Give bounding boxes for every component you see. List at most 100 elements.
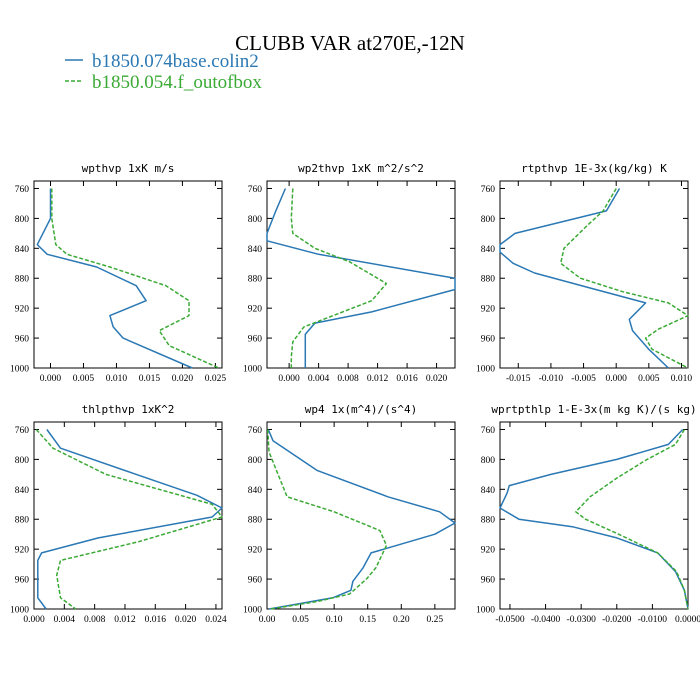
x-tick-label: 0.010: [671, 374, 693, 384]
legend-label-0: b1850.074base.colin2: [92, 51, 259, 72]
x-tick-label: 0.25: [427, 615, 444, 625]
series-line-1: [266, 188, 456, 368]
panel-title: rtpthvp 1E-3x(kg/kg) K: [521, 162, 667, 175]
y-tick-label: 920: [15, 305, 30, 315]
y-tick-label: 840: [481, 245, 496, 255]
x-tick-label: -0.0200: [602, 615, 632, 625]
series-line-1: [499, 428, 689, 610]
y-tick-label: 1000: [476, 365, 495, 375]
plot-frame: [266, 421, 456, 610]
y-tick-label: 800: [248, 456, 263, 466]
y-tick-label: 840: [15, 245, 30, 255]
plot-frame: [499, 180, 689, 369]
x-tick-label: 0.000: [278, 374, 300, 384]
y-tick-label: 960: [15, 335, 30, 345]
series-line-2: [266, 429, 388, 610]
x-tick-label: 0.000: [23, 615, 45, 625]
x-tick-label: 0.20: [393, 615, 410, 625]
y-tick-label: 920: [248, 305, 263, 315]
x-tick-label: 0.015: [139, 374, 161, 384]
x-tick-label: 0.012: [114, 615, 136, 625]
x-tick-label: 0.010: [106, 374, 128, 384]
y-tick-label: 800: [481, 215, 496, 225]
series-line-2: [51, 188, 220, 369]
x-tick-label: 0.020: [175, 615, 197, 625]
y-tick-label: 1000: [10, 606, 29, 616]
panels: wpthvp 1xK m/s76080084088092096010000.00…: [10, 162, 700, 625]
legend-label-1: b1850.054.f_outofbox: [92, 72, 262, 93]
y-tick-label: 760: [248, 185, 263, 195]
x-tick-label: 0.00: [259, 615, 276, 625]
y-tick-label: 960: [248, 576, 263, 586]
x-tick-label: 0.004: [54, 615, 76, 625]
x-tick-label: 0.10: [326, 615, 343, 625]
x-tick-label: -0.005: [571, 374, 596, 384]
y-tick-label: 920: [481, 546, 496, 556]
panel-4: thlpthvp 1xK^276080084088092096010000.00…: [10, 403, 227, 625]
y-tick-label: 760: [481, 185, 496, 195]
y-tick-label: 960: [481, 335, 496, 345]
plot-frame: [499, 421, 689, 610]
y-tick-label: 760: [248, 426, 263, 436]
y-tick-label: 840: [15, 486, 30, 496]
series-line-2: [559, 188, 689, 369]
y-tick-label: 800: [15, 215, 30, 225]
y-tick-label: 880: [15, 516, 30, 526]
x-tick-label: 0.005: [638, 374, 660, 384]
panel-title: wp2thvp 1xK m^2/s^2: [298, 162, 424, 175]
y-tick-label: 920: [15, 546, 30, 556]
panel-title: wp4 1x(m^4)/(s^4): [305, 403, 418, 416]
x-tick-label: 0.000: [40, 374, 62, 384]
series-line-1: [267, 429, 456, 610]
y-tick-label: 840: [248, 245, 263, 255]
x-tick-label: 0.05: [292, 615, 309, 625]
y-tick-label: 760: [481, 426, 496, 436]
y-tick-label: 880: [248, 275, 263, 285]
y-tick-label: 800: [248, 215, 263, 225]
y-tick-label: 880: [481, 516, 496, 526]
panel-title: wprtpthlp 1-E-3x(m kg K)/(s kg): [491, 403, 696, 416]
panel-6: wprtpthlp 1-E-3x(m kg K)/(s kg) 760 800 840…: [476, 403, 700, 625]
y-tick-label: 880: [248, 516, 263, 526]
y-tick-label: 760: [15, 185, 30, 195]
x-tick-label: 0.15: [359, 615, 376, 625]
y-tick-label: 800: [481, 456, 496, 466]
x-tick-label: 0.008: [337, 374, 359, 384]
x-tick-label: 0.012: [367, 374, 389, 384]
y-tick-label: 760: [15, 426, 30, 436]
series-line-2: [35, 429, 223, 610]
panel-3: rtpthvp 1E-3x(kg/kg) K 760 800 840 880 920 960…: [476, 162, 692, 384]
plot-frame: [266, 180, 456, 369]
y-tick-label: 800: [15, 456, 30, 466]
x-tick-label: 0.020: [426, 374, 448, 384]
x-tick-label: 0.020: [172, 374, 194, 384]
x-tick-label: 0.025: [205, 374, 227, 384]
x-tick-label: -0.0400: [531, 615, 561, 625]
plot-frame: [33, 421, 223, 610]
y-tick-label: 920: [248, 546, 263, 556]
x-tick-label: 0.024: [205, 615, 227, 625]
x-tick-label: -0.0500: [495, 615, 525, 625]
x-tick-label: -0.0300: [567, 615, 597, 625]
plot-frame: [33, 180, 223, 369]
y-tick-label: 880: [481, 275, 496, 285]
x-tick-label: 0.005: [73, 374, 95, 384]
x-tick-label: -0.010: [539, 374, 564, 384]
x-tick-label: 0.000: [606, 374, 628, 384]
x-tick-label: 0.016: [396, 374, 418, 384]
x-tick-label: 0.016: [145, 615, 167, 625]
panel-5: wp4 1x(m^4)/(s^4)76080084088092096010000…: [243, 403, 456, 625]
y-tick-label: 920: [481, 305, 496, 315]
panel-2: wp2thvp 1xK m^2/s^2 760 800 840 880 920 960 100…: [243, 162, 456, 384]
panel-1: wpthvp 1xK m/s 760 800 840 880 920 960 1000 0.00…: [10, 162, 226, 384]
panel-title: wpthvp 1xK m/s: [82, 162, 175, 175]
y-tick-label: 960: [248, 335, 263, 345]
y-tick-label: 840: [248, 486, 263, 496]
y-tick-label: 1000: [243, 606, 262, 616]
x-tick-label: -0.0100: [638, 615, 668, 625]
y-tick-label: 1000: [10, 365, 29, 375]
y-tick-label: 960: [481, 576, 496, 586]
figure-title: CLUBB VAR at270E,-12N: [235, 31, 465, 55]
series-line-1: [37, 429, 223, 610]
